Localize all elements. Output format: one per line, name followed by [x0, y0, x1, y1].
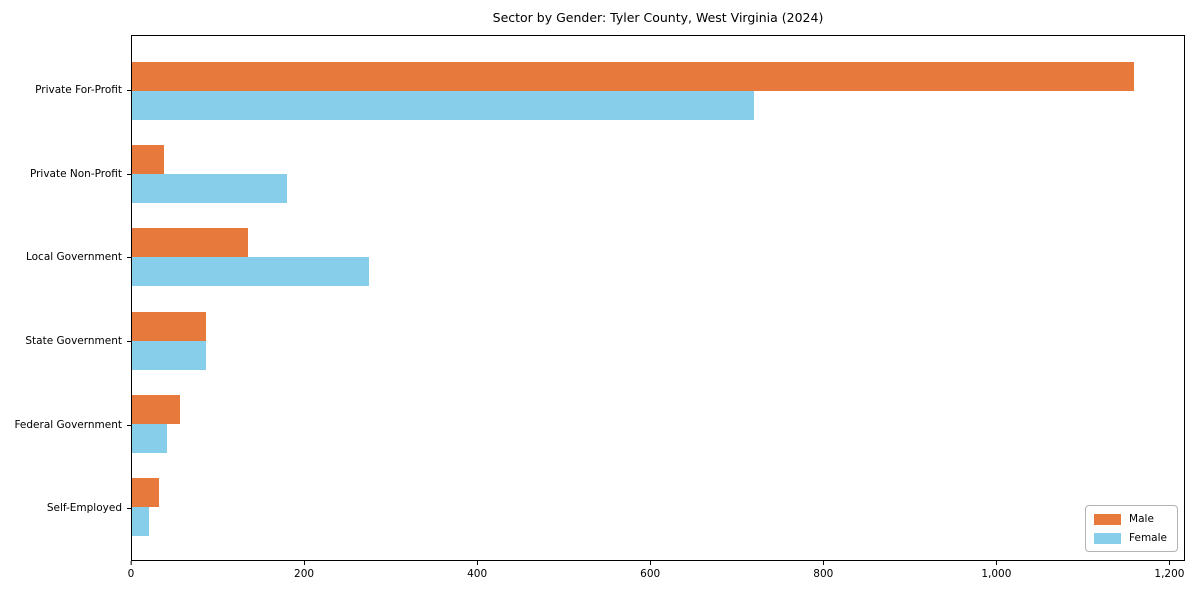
x-tick: 400: [467, 561, 487, 580]
x-tick-label: 600: [640, 568, 661, 580]
x-axis-ticks: 0 200 400 600 800 1,000 1,200: [127, 561, 1185, 593]
x-tick-mark: [303, 561, 305, 565]
y-tick-mark: [127, 173, 131, 175]
x-tick: 200: [294, 561, 314, 580]
bars-container: [132, 36, 1184, 560]
female-legend-swatch: [1094, 532, 1122, 544]
male-bar: [132, 61, 1134, 91]
legend-item-male: Male: [1094, 513, 1167, 525]
category-row: [132, 299, 1184, 382]
male-bar: [132, 311, 207, 341]
y-tick-label: Self-Employed: [46, 502, 122, 515]
x-tick-label: 1,200: [1154, 568, 1185, 580]
male-bar: [132, 478, 159, 508]
male-bar: [132, 144, 164, 174]
x-tick: 1,200: [1154, 561, 1184, 580]
male-bar: [132, 394, 181, 424]
female-bar: [132, 90, 754, 120]
legend-item-female: Female: [1094, 532, 1167, 544]
x-tick-label: 400: [467, 568, 488, 580]
x-tick-mark: [1168, 561, 1170, 565]
female-bar: [132, 423, 167, 453]
female-bar: [132, 257, 369, 287]
y-tick-mark: [127, 340, 131, 342]
y-axis-tickmarks: [127, 35, 131, 561]
male-legend-label: Male: [1129, 513, 1154, 525]
category-row: [132, 382, 1184, 465]
female-bar: [132, 340, 207, 370]
legend: Male Female: [1085, 505, 1178, 552]
y-tick-label: Private Non-Profit: [29, 167, 122, 180]
x-tick: 800: [813, 561, 833, 580]
x-tick-mark: [995, 561, 997, 565]
x-tick-label: 800: [813, 568, 834, 580]
male-legend-swatch: [1094, 513, 1122, 525]
x-tick-label: 1,000: [981, 568, 1012, 580]
y-tick-mark: [127, 257, 131, 259]
chart-title: Sector by Gender: Tyler County, West Vir…: [492, 10, 824, 25]
female-bar: [132, 507, 150, 537]
y-tick-label: State Government: [25, 334, 122, 347]
y-tick-mark: [127, 424, 131, 426]
female-legend-label: Female: [1129, 532, 1167, 544]
category-row: [132, 49, 1184, 132]
x-tick-mark: [822, 561, 824, 565]
plot-area: Male Female: [131, 35, 1185, 561]
female-bar: [132, 173, 287, 203]
x-tick-label: 200: [294, 568, 315, 580]
category-row: [132, 132, 1184, 215]
y-tick-label: Local Government: [25, 251, 122, 264]
male-bar: [132, 228, 248, 258]
x-tick: 1,000: [981, 561, 1011, 580]
category-row: [132, 466, 1184, 549]
x-tick: 600: [640, 561, 660, 580]
y-axis-labels: Private For-Profit Private Non-Profit Loca…: [0, 35, 122, 561]
x-tick-mark: [476, 561, 478, 565]
x-tick: 0: [127, 561, 135, 580]
x-tick-mark: [130, 561, 132, 565]
x-tick-label: 0: [127, 568, 135, 580]
y-tick-mark: [127, 89, 131, 91]
x-tick-mark: [649, 561, 651, 565]
y-tick-label: Federal Government: [14, 418, 122, 431]
category-row: [132, 216, 1184, 299]
y-tick-label: Private For-Profit: [35, 83, 122, 96]
y-tick-mark: [127, 508, 131, 510]
